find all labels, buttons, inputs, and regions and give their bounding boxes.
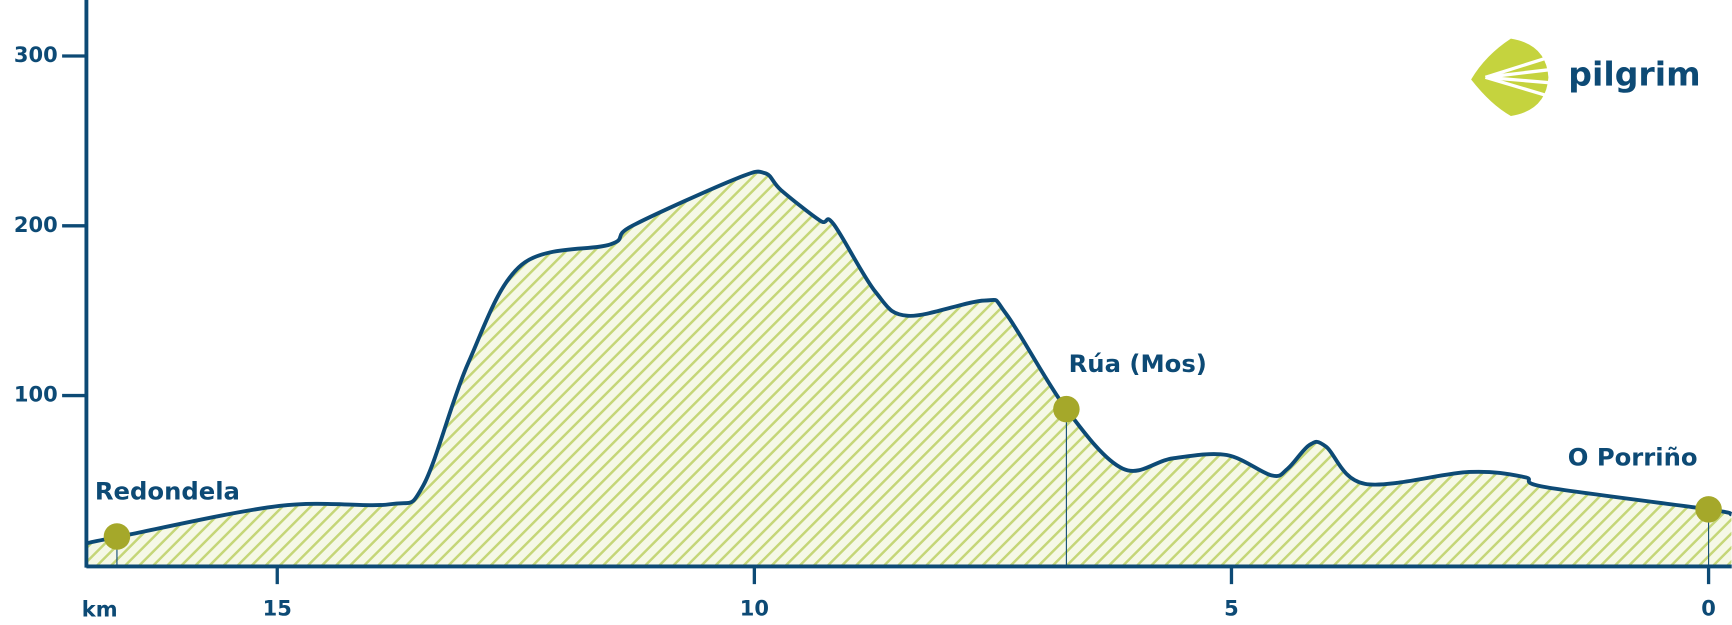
x-tick-label: 10 <box>740 597 769 621</box>
area-layer <box>86 169 1732 566</box>
x-tick-label: 5 <box>1224 597 1239 621</box>
x-axis-label: km <box>82 598 118 622</box>
marker-label: O Porriño <box>1568 443 1698 472</box>
marker-label: Redondela <box>95 476 240 505</box>
logo: pilgrim <box>1471 38 1701 116</box>
logo-text: pilgrim <box>1568 55 1700 94</box>
marker-label: Rúa (Mos) <box>1069 349 1207 378</box>
logo-shell <box>1471 38 1549 116</box>
y-tick-label: 300 <box>14 43 58 67</box>
marker <box>103 523 131 550</box>
elevation-line <box>86 169 1732 546</box>
y-tick-label: 100 <box>14 383 58 407</box>
logo-ribs <box>1484 55 1551 98</box>
x-tick-label: 15 <box>263 597 292 621</box>
elevation-area <box>86 171 1732 566</box>
axis-layer: 100 200 300 15 10 5 0 km <box>14 0 1732 622</box>
x-tick-label: 0 <box>1701 597 1716 621</box>
marker-layer: Redondela Rúa (Mos) O Porriño <box>95 349 1722 566</box>
marker <box>1053 395 1080 423</box>
marker <box>1695 496 1722 523</box>
y-tick-label: 200 <box>14 213 58 237</box>
